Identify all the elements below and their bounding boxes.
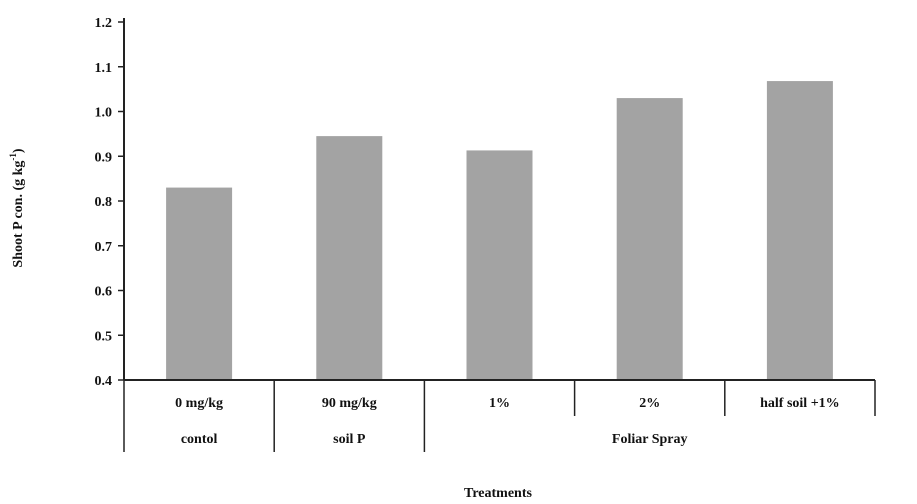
x-category-label: 1% (489, 396, 510, 411)
y-axis-ticks: 0.4 0.5 0.6 0.7 0.8 0.9 1.0 1.1 1.2 (95, 16, 124, 389)
y-tick-label: 0.9 (95, 150, 113, 165)
bar (166, 187, 233, 380)
bar (766, 81, 833, 380)
x-group-label: soil P (333, 432, 366, 447)
y-tick-label: 0.7 (95, 240, 113, 255)
x-category-label: 2% (639, 396, 660, 411)
x-axis-title: Treatments (464, 486, 532, 501)
x-category-label: half soil +1% (760, 396, 840, 411)
bar (616, 98, 683, 380)
x-category-label: 0 mg/kg (175, 396, 223, 411)
x-category-label: 90 mg/kg (322, 396, 377, 411)
bar (316, 136, 383, 380)
x-group-label: Foliar Spray (612, 432, 688, 447)
x-category-dividers (123, 380, 876, 452)
y-tick-label: 0.4 (95, 374, 113, 389)
x-category-labels: 0 mg/kg 90 mg/kg 1% 2% half soil +1% (175, 396, 839, 411)
bars (166, 81, 833, 380)
y-tick-label: 1.1 (95, 61, 113, 76)
y-axis-title: Shoot P con. (g kg-1) (8, 148, 26, 267)
bar (466, 150, 533, 380)
y-tick-label: 1.2 (95, 16, 113, 31)
y-tick-label: 0.8 (95, 195, 113, 210)
y-tick-label: 1.0 (95, 106, 113, 121)
y-tick-label: 0.6 (95, 285, 113, 300)
y-tick-label: 0.5 (95, 329, 113, 344)
x-group-labels: contol soil P Foliar Spray (181, 432, 688, 447)
x-group-label: contol (181, 432, 218, 447)
